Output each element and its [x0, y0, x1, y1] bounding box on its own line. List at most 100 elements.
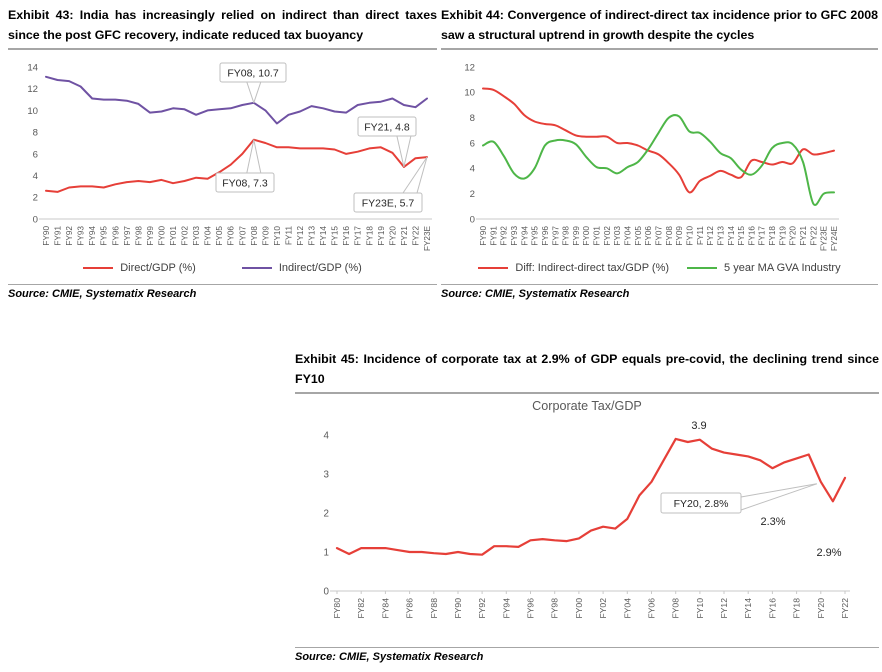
- y-axis-tick-label: 4: [324, 431, 330, 442]
- exhibit-44-title: Exhibit 44: Convergence of indirect-dire…: [441, 8, 878, 42]
- exhibit-44-source: Source: CMIE, Systematix Research: [441, 284, 878, 300]
- x-axis-tick-label: FY21: [400, 226, 409, 246]
- x-axis-tick-label: FY02: [603, 226, 612, 246]
- x-axis-tick-label: FY09: [261, 226, 270, 246]
- x-axis-tick-label: FY01: [593, 226, 602, 246]
- x-axis-tick-label: FY04: [624, 226, 633, 246]
- source-text: Source: CMIE, Systematix Research: [8, 288, 197, 301]
- exhibit-45-title-rule: [295, 392, 879, 395]
- peak-fy10-label: 3.9: [691, 420, 706, 432]
- fy21-direct-callout-label: FY21, 4.8: [364, 121, 410, 133]
- exhibit-43-legend: Direct/GDP (%) Indirect/GDP (%): [8, 262, 437, 274]
- x-axis-tick-label: FY08: [671, 598, 681, 619]
- corporate-tax-gdp-line: [335, 437, 847, 556]
- x-axis-tick-label: FY11: [696, 226, 705, 245]
- gva-industry-legend-label: 5 year MA GVA Industry: [724, 262, 841, 275]
- legend-item-gva-industry: 5 year MA GVA Industry: [687, 262, 841, 274]
- x-axis-tick-label: FY06: [644, 226, 653, 246]
- x-axis-tick-label: FY15: [331, 226, 340, 246]
- x-axis-tick-label: FY07: [238, 226, 247, 246]
- exhibit-44-chart-area: 0 2 4 6 8 10 12 FY90 FY91 FY92 FY93 FY94 FY95 FY96 FY9…: [441, 57, 878, 261]
- x-axis-tick-label: FY00: [582, 226, 591, 246]
- x-axis-tick-label: FY10: [686, 226, 695, 246]
- x-axis-tick-label: FY10: [273, 226, 282, 246]
- x-axis-tick-label: FY88: [429, 598, 439, 619]
- y-axis-tick-label: 10: [27, 106, 38, 117]
- indirect-gdp-legend-label: Indirect/GDP (%): [278, 262, 362, 275]
- y-axis-tick-label: 2: [324, 509, 329, 520]
- gva-industry-5yma-line: [482, 114, 835, 207]
- diff-indirect-direct-line: [482, 87, 835, 194]
- x-axis-tick-label: FY95: [100, 226, 109, 246]
- x-axis-tick-label: FY05: [215, 226, 224, 246]
- indirect-gdp-swatch-icon: [241, 266, 272, 270]
- y-axis-tick-label: 1: [324, 548, 329, 559]
- x-axis-tick-label: FY14: [319, 226, 328, 246]
- x-axis-tick-label: FY24E: [830, 226, 839, 252]
- x-axis-tick-label: FY96: [526, 598, 536, 619]
- fy08-indirect-leader-line: [253, 82, 262, 104]
- exhibit-43-source: Source: CMIE, Systematix Research: [8, 284, 437, 300]
- x-axis-tick-label: FY06: [647, 598, 657, 619]
- x-axis-tick-label: FY93: [510, 226, 519, 246]
- x-axis-tick-label: FY94: [520, 226, 529, 246]
- exhibit-43-chart-area: 0 2 4 6 8 10 12 14 FY90 FY91 FY92 FY93 FY94 FY95 FY96 F…: [8, 57, 437, 261]
- x-axis-tick-label: FY21: [799, 226, 808, 246]
- x-axis-tick-label: FY18: [768, 226, 777, 246]
- x-axis-tick-label: FY98: [550, 598, 560, 619]
- y-axis-tick-label: 10: [464, 88, 475, 99]
- fy21-direct-leader-line: [396, 136, 405, 168]
- x-axis-tick-label: FY93: [77, 226, 86, 246]
- fy08-direct-leader-line: [253, 139, 262, 174]
- x-axis-tick-label: FY86: [405, 598, 415, 619]
- fy23e-direct-callout-label: FY23E, 5.7: [362, 197, 415, 209]
- x-axis-tick-label: FY12: [719, 598, 729, 619]
- x-axis-tick-label: FY98: [562, 226, 571, 246]
- x-axis-tick-label: FY08: [665, 226, 674, 246]
- indirect-gdp-line: [45, 75, 428, 125]
- x-axis-tick-label: FY17: [758, 226, 767, 246]
- x-axis-tick-label: FY91: [489, 226, 498, 246]
- x-axis-tick-label: FY06: [227, 226, 236, 246]
- fy08-direct-leader-line: [246, 139, 255, 174]
- x-axis-tick-label: FY08: [250, 226, 259, 246]
- x-axis-tick-label: FY90: [453, 598, 463, 619]
- x-axis-tick-label: FY00: [574, 598, 584, 619]
- direct-gdp-legend-label: Direct/GDP (%): [120, 262, 196, 275]
- x-axis-tick-label: FY11: [285, 226, 294, 245]
- x-axis-tick-label: FY13: [308, 226, 317, 246]
- x-axis-tick-label: FY90: [42, 226, 51, 246]
- x-axis-tick-label: FY12: [296, 226, 305, 246]
- x-axis-tick-label: FY84: [380, 598, 390, 619]
- legend-item-indirect-gdp: Indirect/GDP (%): [241, 262, 362, 275]
- y-axis-tick-label: 3: [324, 470, 330, 481]
- x-axis-tick-label: FY22: [412, 226, 421, 246]
- x-axis-tick-label: FY91: [54, 226, 63, 246]
- x-axis-tick-label: FY18: [792, 598, 802, 619]
- y-axis-tick-label: 0: [33, 215, 38, 226]
- x-axis-tick-label: FY20: [789, 226, 798, 246]
- x-axis-tick-label: FY92: [477, 598, 487, 619]
- source-text: Source: CMIE, Systematix Research: [441, 288, 630, 301]
- x-axis-tick-label: FY22: [809, 226, 818, 246]
- fy08-indirect-leader-line: [246, 82, 255, 104]
- x-axis-tick-label: FY00: [158, 226, 167, 246]
- x-axis-tick-label: FY02: [181, 226, 190, 246]
- x-axis-tick-label: FY04: [204, 226, 213, 246]
- x-axis-tick-label: FY04: [622, 598, 632, 619]
- fy23e-direct-leader-line: [416, 157, 428, 194]
- x-axis-tick-label: FY16: [342, 226, 351, 246]
- x-axis-tick-label: FY17: [354, 226, 363, 246]
- y-axis-tick-label: 12: [27, 84, 38, 95]
- x-axis-tick-label: FY05: [634, 226, 643, 246]
- x-axis-tick-label: FY97: [551, 226, 560, 246]
- x-axis-tick-label: FY19: [778, 226, 787, 246]
- y-axis-tick-label: 4: [33, 171, 39, 182]
- fy23e-direct-leader-line: [402, 157, 428, 194]
- exhibit-45-source: Source: CMIE, Systematix Research: [295, 647, 879, 663]
- x-axis-tick-label: FY15: [737, 226, 746, 246]
- fy08-direct-callout-box: [215, 172, 275, 193]
- direct-gdp-swatch-icon: [83, 266, 114, 270]
- x-axis-tick-label: FY98: [134, 226, 143, 246]
